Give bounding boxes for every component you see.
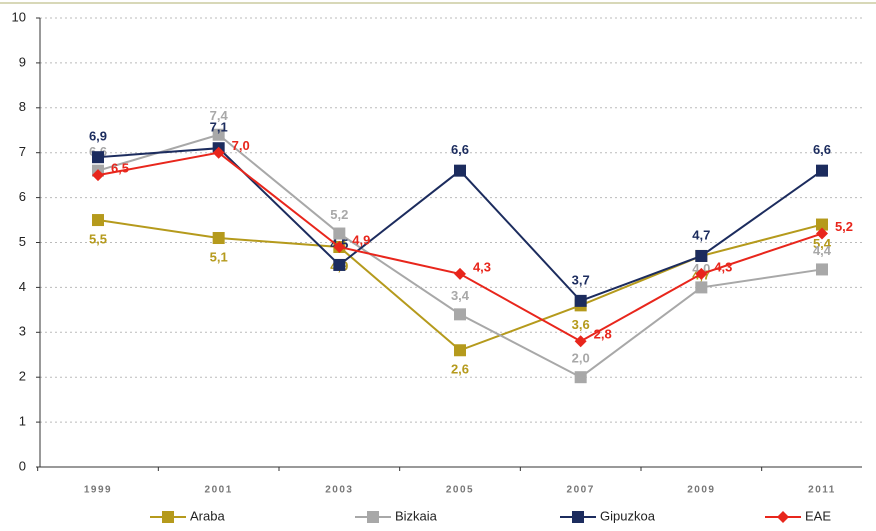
y-tick-label: 5 xyxy=(19,234,26,249)
data-point xyxy=(695,281,708,294)
data-point xyxy=(816,218,828,231)
x-tick-label: 2011 xyxy=(808,485,836,496)
data-label: 4,3 xyxy=(714,259,732,274)
legend-label: Bizkaia xyxy=(395,508,438,523)
data-label: 7,4 xyxy=(210,108,229,123)
data-point xyxy=(695,267,708,280)
data-point xyxy=(92,169,104,182)
data-label: 6,6 xyxy=(451,142,469,157)
y-tick-label: 9 xyxy=(19,54,26,69)
legend-label: EAE xyxy=(805,508,831,523)
y-tick-label: 7 xyxy=(19,144,26,159)
data-label: 2,0 xyxy=(572,351,590,366)
data-label: 4,9 xyxy=(352,232,370,247)
data-point xyxy=(695,249,708,262)
data-label: 3,6 xyxy=(572,317,590,332)
y-tick-label: 0 xyxy=(19,458,26,473)
data-label: 2,6 xyxy=(451,362,469,377)
legend-label: Gipuzkoa xyxy=(600,508,656,523)
legend-marker xyxy=(367,511,379,523)
data-label: 7,0 xyxy=(232,138,250,153)
data-label: 6,9 xyxy=(89,129,107,144)
data-point xyxy=(333,258,346,271)
x-tick-label: 1999 xyxy=(84,485,112,496)
data-label: 4,4 xyxy=(813,243,832,258)
data-label: 3,4 xyxy=(451,288,470,303)
data-point xyxy=(454,267,466,280)
x-tick-label: 2001 xyxy=(205,485,233,496)
legend-marker xyxy=(572,511,584,523)
data-point xyxy=(333,227,346,240)
data-label: 6,5 xyxy=(111,161,129,176)
data-label: 4,3 xyxy=(473,259,491,274)
data-point xyxy=(574,294,587,307)
y-tick-label: 10 xyxy=(12,9,26,24)
data-label: 5,2 xyxy=(835,219,853,234)
data-label: 4,7 xyxy=(692,227,710,242)
x-tick-label: 2007 xyxy=(567,485,595,496)
data-point xyxy=(212,128,225,141)
data-point xyxy=(92,151,104,164)
y-tick-label: 3 xyxy=(19,324,26,339)
legend-marker xyxy=(162,511,174,523)
data-point xyxy=(574,371,587,384)
data-point xyxy=(454,344,466,357)
data-point xyxy=(333,240,346,253)
data-point xyxy=(816,164,828,177)
data-point xyxy=(212,146,225,159)
data-label: 7,1 xyxy=(210,120,228,135)
data-label: 5,2 xyxy=(330,207,348,222)
data-point xyxy=(92,214,104,227)
data-point xyxy=(816,263,828,276)
data-point xyxy=(454,308,466,321)
y-tick-label: 6 xyxy=(19,189,26,204)
x-tick-label: 2003 xyxy=(325,485,353,496)
y-tick-label: 1 xyxy=(19,414,26,429)
x-tick-label: 2009 xyxy=(687,485,715,496)
data-point xyxy=(212,232,225,245)
data-point xyxy=(816,227,828,240)
data-label: 2,8 xyxy=(594,327,612,342)
data-label: 5,1 xyxy=(210,249,228,264)
y-tick-label: 4 xyxy=(19,279,26,294)
x-tick-label: 2005 xyxy=(446,485,474,496)
data-label: 6,6 xyxy=(813,142,831,157)
legend-label: Araba xyxy=(190,508,225,523)
data-point xyxy=(574,335,587,348)
data-point xyxy=(454,164,466,177)
data-label: 5,4 xyxy=(813,236,832,251)
data-label: 5,5 xyxy=(89,231,107,246)
data-label: 3,7 xyxy=(572,272,590,287)
legend-marker xyxy=(777,511,789,523)
y-tick-label: 2 xyxy=(19,369,26,384)
y-tick-label: 8 xyxy=(19,99,26,114)
